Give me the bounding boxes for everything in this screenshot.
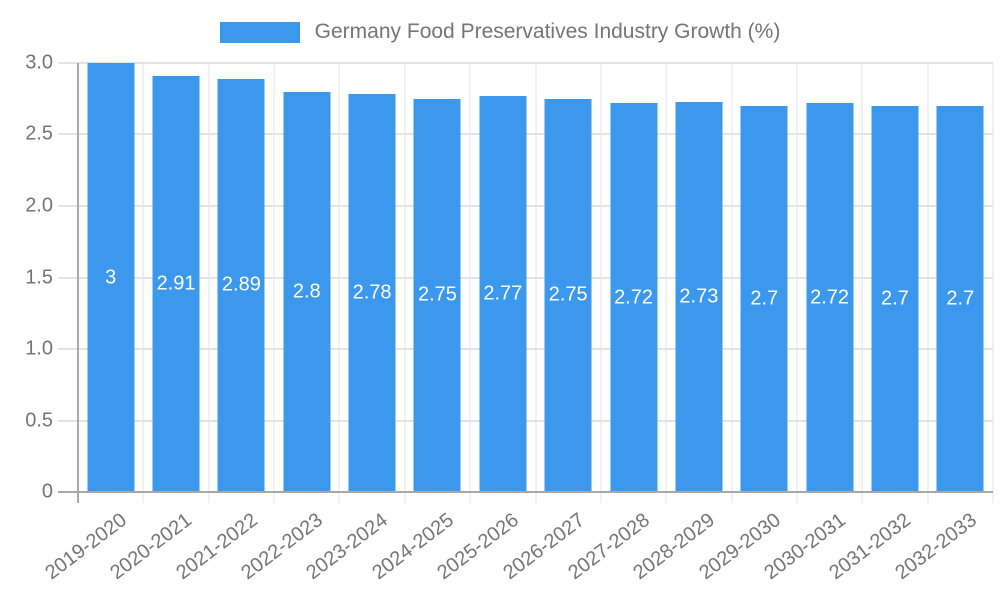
- x-gridline: [208, 63, 210, 503]
- y-tick-label: 2.0: [25, 194, 53, 217]
- y-tick-label: 1.5: [25, 266, 53, 288]
- bar-value-label: 2.72: [614, 286, 653, 309]
- y-tick-label: 3.0: [25, 51, 53, 74]
- bar-value-label: 3: [105, 266, 117, 288]
- y-tick-label: 0: [41, 480, 53, 503]
- bar-value-label: 2.91: [156, 272, 196, 295]
- legend-swatch: [219, 21, 300, 43]
- y-tick-label: 1.0: [25, 337, 53, 360]
- x-gridline: [600, 63, 602, 503]
- y-axis-line: [77, 63, 79, 503]
- bar-value-label: 2.77: [483, 282, 523, 305]
- x-gridline: [469, 63, 471, 503]
- x-gridline: [142, 63, 144, 503]
- plot-area: 3.0 2.5 2.0 1.5 1.0 0.5 0 3 2.91 2.89 2.8 2.78 2.75 2…: [25, 52, 994, 584]
- y-tick-label: 0.5: [25, 409, 53, 431]
- bar-value-label: 2.8: [292, 280, 321, 303]
- legend: Germany Food Preservatives Industry Grow…: [0, 20, 1000, 44]
- bar: 3: [87, 63, 135, 492]
- x-axis-line: [58, 491, 993, 493]
- bar: 2.7: [740, 105, 788, 492]
- bar: 2.8: [283, 91, 331, 492]
- bar: 2.75: [413, 98, 461, 492]
- y-tick-label: 2.5: [25, 122, 53, 145]
- x-gridline: [796, 63, 798, 503]
- bar: 2.89: [217, 78, 265, 492]
- bar: 2.73: [675, 101, 723, 492]
- bar-value-label: 2.89: [221, 273, 261, 296]
- bar-value-label: 2.72: [810, 286, 850, 309]
- legend-label: Germany Food Preservatives Industry Grow…: [314, 20, 781, 43]
- bar-value-label: 2.75: [548, 283, 588, 306]
- bar-value-label: 2.75: [417, 283, 457, 306]
- bar: 2.91: [152, 75, 200, 492]
- bar: 2.7: [936, 105, 984, 492]
- x-gridline: [731, 63, 733, 503]
- bar-value-label: 2.7: [946, 287, 975, 310]
- bar-value-label: 2.78: [352, 281, 392, 304]
- bar: 2.78: [348, 94, 396, 492]
- bar-value-label: 2.73: [679, 285, 719, 308]
- bar: 2.72: [806, 103, 854, 492]
- x-gridline: [404, 63, 406, 503]
- bar-value-label: 2.7: [881, 287, 909, 310]
- x-gridline: [535, 63, 536, 503]
- x-gridline: [927, 63, 929, 503]
- x-gridline: [665, 63, 667, 503]
- bar: 2.77: [479, 95, 527, 492]
- bar: 2.72: [610, 103, 658, 492]
- y-gridline: [58, 62, 993, 64]
- x-gridline: [273, 63, 275, 503]
- bar: 2.75: [544, 98, 592, 492]
- bar: 2.7: [871, 105, 919, 492]
- bar-value-label: 2.7: [750, 287, 779, 310]
- x-gridline: [861, 63, 863, 503]
- x-gridline: [992, 63, 994, 503]
- x-gridline: [338, 63, 340, 503]
